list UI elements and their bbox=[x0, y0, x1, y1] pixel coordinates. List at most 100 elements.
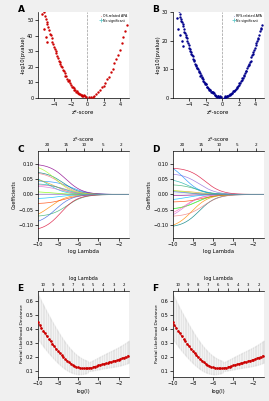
Point bbox=[176, 26, 180, 32]
Point bbox=[183, 31, 187, 38]
Point bbox=[58, 61, 62, 68]
Point bbox=[215, 94, 220, 100]
Point bbox=[69, 82, 73, 89]
Point bbox=[248, 58, 253, 65]
Point bbox=[44, 19, 49, 25]
Point bbox=[225, 94, 229, 100]
Point bbox=[198, 72, 202, 79]
Point bbox=[116, 51, 121, 57]
Point bbox=[119, 44, 123, 50]
Point bbox=[54, 48, 58, 54]
Point bbox=[86, 95, 91, 101]
Point bbox=[107, 73, 111, 80]
Point bbox=[230, 91, 234, 97]
Point bbox=[80, 94, 84, 100]
Text: D: D bbox=[153, 145, 160, 154]
Point bbox=[58, 61, 63, 67]
Point bbox=[79, 93, 83, 99]
Point bbox=[252, 48, 256, 54]
Point bbox=[53, 49, 58, 55]
Point bbox=[61, 67, 65, 74]
X-axis label: z*-score: z*-score bbox=[207, 110, 229, 115]
Point bbox=[44, 16, 48, 22]
Point bbox=[201, 75, 205, 82]
Point bbox=[250, 53, 254, 59]
Point bbox=[80, 91, 85, 98]
Point bbox=[100, 85, 104, 92]
Legend: RFS-related APA, No significant: RFS-related APA, No significant bbox=[232, 14, 262, 23]
Point bbox=[259, 25, 263, 32]
Point bbox=[247, 62, 251, 69]
Point bbox=[179, 17, 183, 24]
Point bbox=[116, 53, 120, 59]
Point bbox=[57, 58, 61, 65]
Point bbox=[233, 87, 238, 93]
Point bbox=[58, 62, 63, 69]
Point bbox=[210, 90, 214, 97]
Point bbox=[42, 26, 46, 32]
Point bbox=[98, 87, 102, 94]
Point bbox=[238, 80, 243, 86]
Point bbox=[77, 92, 82, 99]
Point bbox=[235, 84, 239, 91]
Point bbox=[184, 34, 188, 40]
Point bbox=[232, 88, 237, 94]
Point bbox=[236, 83, 241, 89]
Point bbox=[257, 30, 262, 37]
Point bbox=[234, 86, 238, 93]
Point bbox=[228, 92, 232, 99]
Point bbox=[63, 72, 67, 79]
Point bbox=[70, 85, 75, 91]
Point bbox=[187, 46, 192, 52]
Point bbox=[195, 66, 199, 72]
Point bbox=[55, 55, 60, 61]
Point bbox=[229, 91, 233, 97]
Point bbox=[105, 77, 109, 83]
Point bbox=[245, 65, 249, 71]
Point bbox=[71, 86, 75, 92]
Point bbox=[251, 51, 255, 57]
Point bbox=[226, 93, 230, 100]
Point bbox=[179, 18, 183, 24]
Point bbox=[118, 47, 122, 53]
Point bbox=[44, 16, 48, 22]
Point bbox=[242, 72, 247, 79]
X-axis label: log(l): log(l) bbox=[76, 389, 90, 394]
Point bbox=[244, 68, 248, 74]
Point bbox=[110, 66, 115, 72]
Point bbox=[231, 90, 235, 96]
Point bbox=[216, 94, 221, 101]
Point bbox=[119, 44, 123, 51]
Point bbox=[99, 86, 103, 93]
Point bbox=[194, 63, 198, 70]
Point bbox=[238, 81, 242, 87]
Point bbox=[201, 78, 205, 85]
Point bbox=[175, 14, 179, 21]
Point bbox=[56, 56, 60, 62]
Point bbox=[115, 54, 119, 61]
Point bbox=[180, 19, 184, 25]
Point bbox=[77, 92, 82, 98]
Point bbox=[99, 86, 103, 93]
Point bbox=[234, 84, 239, 91]
Point bbox=[177, 8, 181, 14]
Point bbox=[123, 28, 128, 34]
Point bbox=[252, 49, 256, 56]
Y-axis label: Partial Likelihood Deviance: Partial Likelihood Deviance bbox=[155, 304, 159, 363]
Point bbox=[55, 53, 59, 59]
Point bbox=[57, 60, 62, 66]
Point bbox=[40, 10, 44, 17]
Point bbox=[200, 75, 204, 82]
Point bbox=[58, 59, 62, 66]
Point bbox=[66, 77, 70, 84]
Point bbox=[178, 12, 182, 19]
Point bbox=[240, 76, 245, 83]
X-axis label: z*-score: z*-score bbox=[207, 136, 229, 142]
Point bbox=[205, 84, 210, 90]
Point bbox=[242, 73, 246, 80]
Point bbox=[176, 7, 181, 14]
Point bbox=[179, 18, 183, 24]
Point bbox=[203, 82, 207, 88]
Point bbox=[202, 79, 206, 86]
Point bbox=[102, 82, 106, 89]
